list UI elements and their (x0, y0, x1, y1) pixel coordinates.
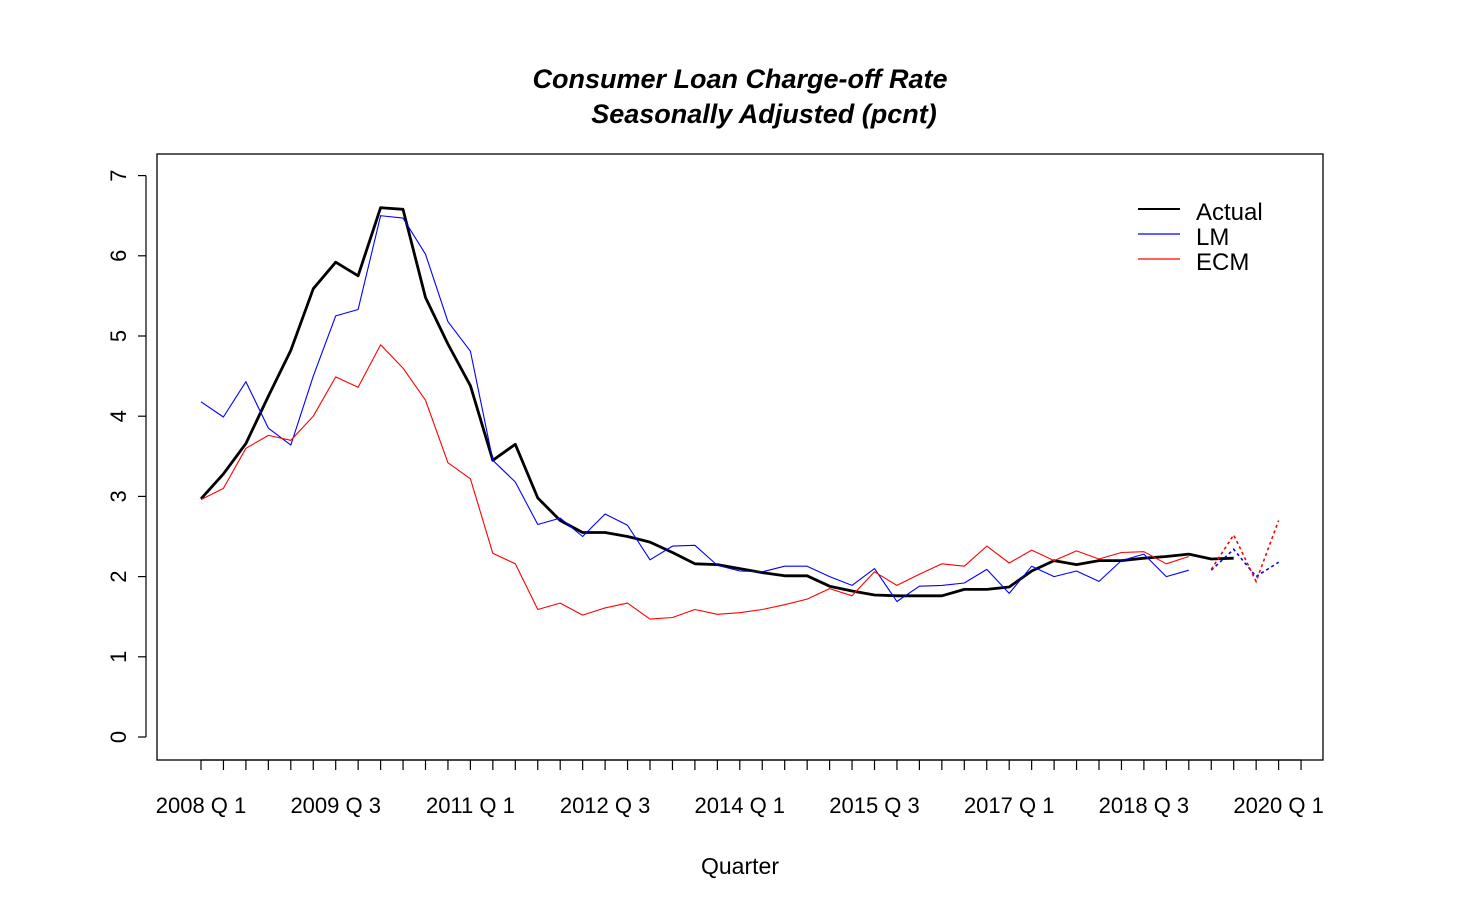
x-tick-label: 2020 Q 1 (1233, 793, 1324, 818)
y-tick-label: 2 (106, 570, 131, 582)
y-tick-label: 5 (106, 330, 131, 342)
legend: Actual LM ECM (1138, 199, 1263, 276)
x-axis-label: Quarter (701, 853, 779, 879)
x-tick-label: 2015 Q 3 (829, 793, 920, 818)
plot-frame (156, 153, 1324, 761)
y-tick-label: 4 (106, 410, 131, 422)
forecast-line-ecm (1210, 520, 1280, 584)
x-tick-label: 2012 Q 3 (560, 793, 651, 818)
x-tick-label: 2009 Q 3 (290, 793, 381, 818)
y-tick-label: 1 (106, 651, 131, 663)
y-tick-label: 3 (106, 490, 131, 502)
legend-label-lm: LM (1196, 224, 1229, 251)
y-axis: 0 1 2 3 4 5 6 7 (106, 169, 147, 743)
legend-label-ecm: ECM (1196, 249, 1249, 276)
x-tick-label: 2008 Q 1 (156, 793, 247, 818)
series-line-lm (200, 215, 1189, 603)
x-tick-label: 2017 Q 1 (964, 793, 1055, 818)
x-tick-label: 2011 Q 1 (426, 793, 515, 818)
legend-label-actual: Actual (1196, 199, 1263, 226)
chart-title: Consumer Loan Charge-off Rate (532, 64, 947, 94)
y-tick-label: 0 (106, 731, 131, 743)
forecast-line-lm (1210, 548, 1280, 578)
x-axis: 2008 Q 1 2009 Q 3 2011 Q 1 2012 Q 3 2014 Q 1… (156, 759, 1324, 818)
series-line-actual (199, 206, 1234, 598)
y-tick-label: 6 (106, 250, 131, 262)
x-tick-label: 2018 Q 3 (1099, 793, 1190, 818)
series-line-ecm (200, 344, 1189, 620)
y-tick-label: 7 (106, 169, 131, 181)
chart-subtitle: Seasonally Adjusted (pcnt) (591, 99, 937, 129)
x-tick-label: 2014 Q 1 (695, 793, 786, 818)
series-layer (199, 206, 1280, 620)
